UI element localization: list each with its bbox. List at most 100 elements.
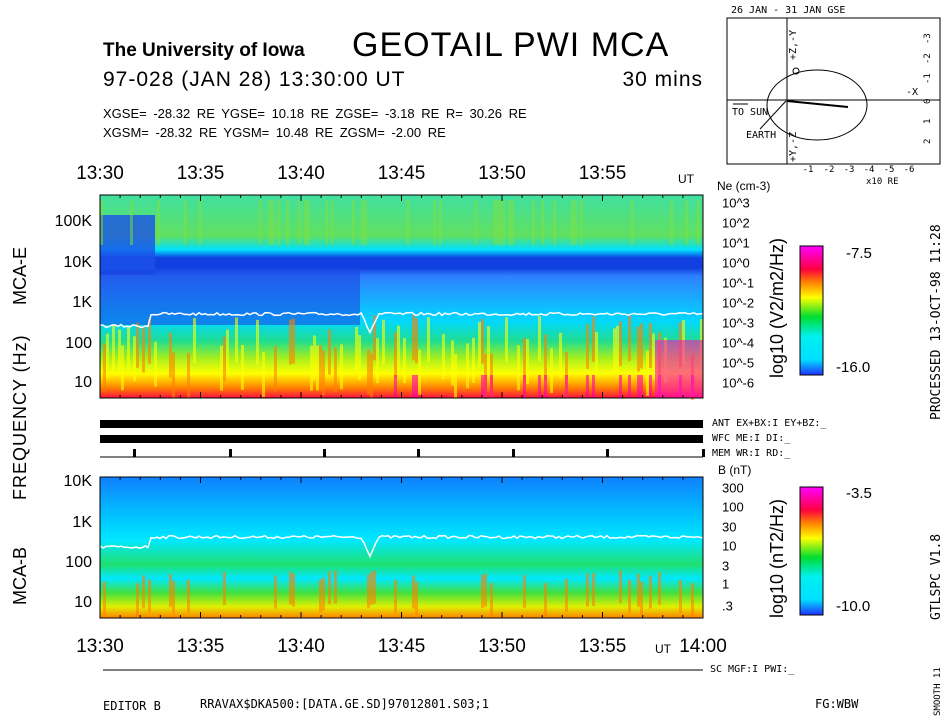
spectral-stripe — [592, 375, 595, 398]
spectral-stripe — [619, 570, 622, 604]
time-tick-label: 13:30 — [76, 636, 124, 657]
spectral-stripe — [328, 571, 331, 605]
orbit-x-tick: -3 — [843, 165, 855, 175]
mca-e-spectrogram — [99, 194, 704, 400]
spectral-stripe — [373, 570, 376, 604]
spectral-stripe — [292, 573, 295, 607]
spectral-stripe — [355, 326, 358, 372]
spectral-stripe — [640, 581, 643, 615]
spectral-stripe — [574, 200, 577, 245]
spectral-stripe — [319, 345, 322, 391]
spectral-stripe — [541, 200, 544, 245]
b-tick-label: .3 — [722, 598, 733, 614]
freq-tick-label: 10 — [74, 374, 92, 391]
b-tick-label: 100 — [722, 499, 744, 515]
freq-tick-label: 100 — [65, 335, 92, 352]
spectral-stripe — [268, 200, 271, 245]
spectral-stripe — [169, 332, 172, 378]
spectral-stripe — [658, 571, 661, 605]
spectral-stripe — [172, 352, 175, 398]
wfc-status: WFC ME:I DI:_ — [712, 433, 791, 444]
spectral-stripe — [199, 200, 202, 245]
spectral-stripe — [154, 341, 157, 387]
spectral-stripe — [223, 336, 226, 382]
spectral-stripe — [121, 345, 124, 391]
time-tick-label: 13:30 — [76, 163, 124, 184]
spectral-stripe — [481, 318, 484, 364]
spectral-patch — [100, 270, 360, 325]
spectral-stripe — [592, 316, 595, 362]
orbit-y-tick: -2 — [923, 53, 933, 64]
spectral-stripe — [544, 334, 547, 380]
spectral-stripe — [241, 344, 244, 390]
spectral-stripe — [328, 329, 331, 375]
spectral-stripe — [367, 349, 370, 395]
spectral-stripe — [433, 200, 436, 245]
spectral-stripe — [220, 345, 223, 391]
spectral-stripe — [628, 579, 631, 613]
spectral-stripe — [412, 375, 415, 398]
smooth-label: SMOOTH 11 — [933, 667, 943, 716]
orbit-x-tick: -2 — [823, 165, 835, 175]
spectral-stripe — [619, 375, 622, 398]
colorbar-e — [799, 245, 824, 376]
mem-tick — [229, 449, 232, 457]
orbit-plot — [726, 17, 941, 165]
mca-b-field — [100, 477, 703, 618]
spectral-stripe — [274, 575, 277, 609]
freq-tick-label: 100 — [65, 554, 92, 571]
spectral-stripe — [631, 200, 634, 245]
time-tick-label: 13:40 — [277, 163, 325, 184]
colorbar-b-min: -10.0 — [836, 598, 871, 615]
spectral-stripe — [544, 375, 547, 398]
file-path: RRAVAX$DKA500:[DATA.GE.SD]97012801.S03;1 — [200, 697, 489, 711]
spectral-stripe — [613, 328, 616, 374]
spectral-stripe — [373, 315, 376, 361]
ant-status: ANT EX+BX:I EY+BZ:_ — [712, 418, 827, 429]
spectral-stripe — [481, 574, 484, 608]
spectral-stripe — [271, 200, 274, 245]
spectral-stripe — [322, 350, 325, 396]
spectral-stripe — [127, 327, 130, 373]
frequency-label: FREQUENCY (Hz) — [10, 334, 30, 500]
spectral-stripe — [112, 324, 115, 370]
colorbar-e-label: log10 (V2/m2/Hz) — [767, 237, 787, 378]
spectral-stripe — [259, 200, 262, 245]
time-end-label: 14:00 — [679, 636, 727, 657]
spectral-stripe — [415, 582, 418, 616]
b-tick-label: 30 — [722, 519, 737, 535]
spectral-stripe — [157, 200, 160, 245]
spectral-stripe — [484, 375, 487, 398]
orbit-x-tick: -1 — [802, 165, 814, 175]
b-tick-label: 1 — [722, 576, 730, 592]
spectral-stripe — [298, 200, 301, 245]
spectral-stripe — [304, 200, 307, 245]
spectral-stripe — [277, 200, 280, 245]
spectral-stripe — [142, 327, 145, 373]
spectral-stripe — [586, 375, 589, 398]
spectral-stripe — [472, 337, 475, 383]
processed-label: PROCESSED 13-OCT-98 11:28 — [929, 224, 944, 420]
spectral-stripe — [235, 317, 238, 363]
spectral-stripe — [118, 329, 121, 375]
to-sun-label: TO SUN — [732, 107, 769, 118]
mem-status: MEM WR:I RD:_ — [712, 448, 791, 459]
b-tick-label: 3 — [722, 558, 730, 574]
date-line: 97-028 (JAN 28) 13:30:00 UT — [103, 68, 406, 91]
spectral-stripe — [586, 323, 589, 369]
ne-tick-label: 10^-3 — [722, 315, 755, 331]
spectral-stripe — [523, 574, 526, 608]
spectral-stripe — [406, 200, 409, 245]
spectral-stripe — [415, 375, 418, 398]
spectral-stripe — [427, 317, 430, 363]
spectral-stripe — [418, 349, 421, 395]
spectral-stripe — [553, 200, 556, 245]
spectral-stripe — [490, 375, 493, 398]
spectral-stripe — [637, 326, 640, 372]
spectral-stripe — [322, 577, 325, 611]
mca-e-trace — [99, 311, 704, 335]
freq-tick-label: 1K — [72, 294, 92, 311]
spectral-stripe — [397, 325, 400, 371]
spectral-stripe — [502, 200, 505, 245]
ne-tick-label: 10^-1 — [722, 275, 755, 291]
